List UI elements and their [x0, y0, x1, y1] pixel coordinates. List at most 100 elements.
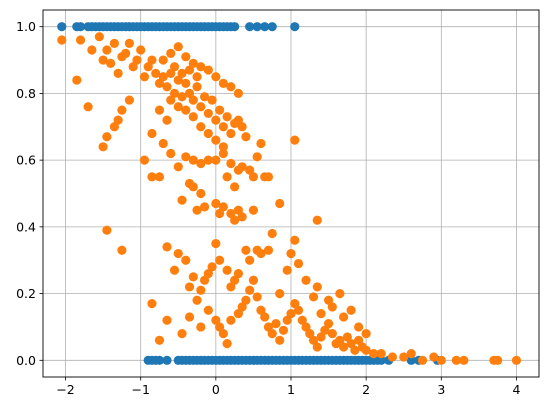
scatter-point: [181, 105, 191, 115]
scatter-point: [436, 355, 446, 365]
scatter-point: [113, 115, 123, 125]
scatter-point: [245, 255, 255, 265]
scatter-point: [267, 228, 277, 239]
scatter-point: [184, 65, 195, 75]
scatter-point: [354, 322, 364, 332]
scatter-point: [297, 315, 307, 325]
scatter-point: [230, 275, 240, 285]
scatter-point: [387, 352, 398, 362]
scatter-point: [192, 72, 202, 82]
scatter-point: [417, 355, 428, 365]
scatter-point: [275, 335, 285, 345]
x-tick-label: 3: [437, 382, 445, 397]
scatter-point: [203, 268, 213, 279]
scatter-point: [230, 22, 240, 32]
x-tick-label: −1: [131, 382, 149, 397]
scatter-point: [323, 295, 334, 305]
scatter-point: [248, 275, 259, 285]
scatter-point: [211, 115, 221, 125]
scatter-point: [203, 305, 213, 315]
scatter-point: [256, 138, 266, 149]
scatter-point: [252, 152, 262, 162]
scatter-point: [83, 102, 93, 112]
scatter-point: [263, 322, 274, 332]
axis-ticks: −2 −1 0 1 2 3 4 0.0 0.2 0.4 0.6 0.8 1.0: [16, 19, 520, 397]
scatter-point: [429, 352, 439, 362]
scatter-point: [181, 52, 191, 62]
scatter-point: [226, 282, 236, 292]
x-tick-label: 0: [212, 382, 220, 397]
scatter-point: [181, 255, 191, 265]
scatter-point: [203, 108, 213, 119]
scatter-point: [169, 265, 180, 275]
scatter-point: [162, 315, 172, 325]
scatter-point: [233, 309, 243, 319]
scatter-point: [233, 268, 243, 279]
scatter-point: [203, 65, 213, 75]
scatter-point: [339, 312, 349, 322]
scatter-point: [263, 245, 274, 255]
scatter-point: [181, 78, 191, 88]
scatter-point: [308, 335, 319, 345]
scatter-point: [188, 112, 198, 122]
scatter-point: [196, 62, 206, 72]
scatter-point: [222, 172, 232, 182]
scatter-point: [177, 92, 187, 102]
scatter-point: [222, 112, 232, 122]
scatter-point: [196, 322, 206, 332]
scatter-point: [207, 95, 217, 105]
scatter-point: [181, 152, 191, 162]
scatter-point: [230, 182, 240, 192]
scatter-point: [136, 45, 146, 55]
scatter-point: [192, 82, 202, 92]
scatter-point: [184, 282, 195, 292]
scatter-point: [260, 22, 270, 32]
scatter-point: [335, 288, 345, 299]
x-tick-label: 2: [362, 382, 370, 397]
scatter-point: [226, 315, 236, 325]
scatter-point: [109, 122, 119, 132]
scatter-point: [162, 82, 172, 92]
scatter-point: [237, 212, 247, 222]
scatter-point: [290, 22, 300, 32]
scatter-point: [346, 305, 356, 315]
scatter-point: [248, 172, 259, 182]
scatter-point: [233, 115, 243, 125]
scatter-point: [147, 299, 157, 309]
scatter-point: [237, 162, 247, 172]
scatter-point: [308, 292, 319, 302]
scatter-point: [139, 155, 150, 165]
scatter-point: [158, 72, 168, 82]
scatter-point: [177, 68, 187, 78]
scatter-point: [162, 242, 172, 252]
scatter-point: [177, 195, 187, 205]
scatter-point: [406, 355, 416, 365]
scatter-point: [75, 35, 86, 45]
scatter-point: [199, 202, 210, 212]
scatter-point: [218, 142, 228, 152]
scatter-point: [399, 352, 409, 362]
scatter-point: [147, 172, 157, 182]
scatter-point: [275, 198, 285, 209]
scatter-point: [192, 205, 202, 215]
scatter-point: [218, 202, 228, 212]
scatter-point: [154, 78, 165, 88]
scatter-point: [218, 122, 228, 132]
scatter-point: [154, 172, 165, 182]
scatter-point: [226, 208, 236, 219]
scatter-point: [147, 55, 157, 65]
scatter-point: [369, 349, 379, 359]
scatter-point: [327, 302, 337, 312]
scatter-point: [230, 215, 240, 225]
scatter-point: [139, 72, 150, 82]
scatter-point: [154, 355, 165, 365]
scatter-point: [158, 55, 168, 65]
scatter-point: [226, 82, 236, 92]
scatter-point: [241, 132, 251, 142]
scatter-point: [169, 62, 180, 72]
scatter-point: [132, 55, 142, 65]
y-tick-label: 0.6: [16, 153, 36, 168]
scatter-point: [323, 319, 334, 329]
scatter-point: [94, 32, 104, 42]
